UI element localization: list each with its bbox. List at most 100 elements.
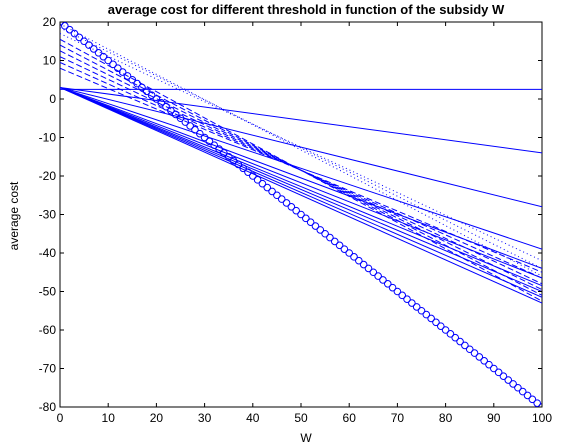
data-point (436, 322, 445, 330)
data-point (340, 245, 349, 253)
x-tick-label: 50 (294, 411, 308, 425)
data-point (350, 253, 358, 261)
data-point (176, 114, 185, 123)
x-tick-label: 0 (57, 411, 64, 425)
data-point (85, 41, 93, 49)
data-point (70, 29, 79, 38)
data-point (234, 160, 243, 169)
data-point (147, 91, 156, 99)
data-point (499, 372, 508, 381)
data-point (99, 52, 108, 61)
series-line (60, 86, 542, 298)
data-point (104, 56, 112, 65)
y-tick-label: 10 (43, 54, 57, 68)
axes-box (59, 21, 543, 408)
data-point (335, 241, 344, 250)
x-tick-label: 100 (532, 411, 552, 425)
data-point (186, 122, 194, 130)
data-point (422, 310, 431, 319)
data-point (61, 22, 69, 30)
data-point (509, 380, 517, 388)
series-line (60, 27, 542, 269)
data-point (388, 283, 397, 292)
data-point (379, 276, 387, 284)
data-point (359, 260, 368, 269)
x-tick-label: 30 (198, 411, 212, 425)
data-point (417, 306, 426, 315)
data-point (94, 49, 103, 57)
data-point (485, 360, 493, 369)
data-point (523, 391, 532, 400)
data-point (297, 210, 305, 219)
data-point (162, 102, 170, 111)
data-point (249, 172, 257, 180)
y-tick-label: 0 (49, 92, 56, 106)
data-point (128, 75, 137, 84)
data-point (263, 183, 272, 192)
data-point (306, 218, 315, 226)
series-line (60, 86, 542, 287)
data-point (109, 60, 117, 69)
series-line (60, 86, 542, 292)
y-tick-label: -60 (39, 323, 57, 337)
data-point (311, 222, 320, 230)
data-point (403, 295, 411, 304)
y-tick-label: -20 (39, 169, 57, 183)
data-point (518, 387, 527, 396)
data-point (123, 72, 132, 80)
data-point (432, 318, 440, 327)
data-point (118, 68, 127, 76)
y-tick-label: 20 (43, 15, 57, 29)
data-point (330, 237, 339, 246)
data-point (258, 179, 267, 188)
data-point (446, 330, 455, 338)
data-point (408, 299, 416, 307)
data-point (273, 191, 281, 200)
data-point (465, 345, 474, 354)
data-point (215, 145, 223, 153)
data-point (89, 45, 98, 53)
data-point (114, 64, 122, 72)
data-point (514, 383, 522, 392)
data-point (490, 364, 498, 373)
x-tick-label: 90 (487, 411, 501, 425)
data-point (528, 395, 537, 404)
data-point (191, 126, 199, 134)
data-point (393, 287, 402, 296)
data-point (494, 368, 503, 377)
data-point (65, 25, 74, 34)
data-point (200, 133, 209, 142)
data-point (181, 118, 190, 126)
data-point (316, 226, 325, 234)
y-axis-label: average cost (7, 181, 21, 250)
data-point (80, 37, 88, 46)
data-point (456, 337, 464, 346)
series-markers (60, 22, 542, 407)
data-point (75, 33, 84, 42)
x-tick-label: 70 (391, 411, 405, 425)
data-point (253, 176, 262, 184)
data-point (277, 195, 286, 203)
data-point (398, 291, 407, 300)
x-tick-label: 10 (102, 411, 116, 425)
data-point (138, 83, 146, 92)
data-point (167, 106, 175, 115)
data-point (475, 353, 484, 361)
data-point (369, 268, 378, 277)
data-point (205, 137, 214, 146)
data-point (142, 87, 151, 96)
data-point (326, 233, 334, 242)
series-line (60, 86, 542, 154)
x-tick-label: 20 (150, 411, 164, 425)
y-tick-label: -10 (39, 131, 57, 145)
data-point (374, 272, 382, 280)
y-tick-label: -30 (39, 208, 57, 222)
plot-area (60, 22, 542, 407)
data-point (210, 141, 219, 149)
x-tick-label: 40 (246, 411, 260, 425)
series-line (60, 86, 542, 208)
data-point (321, 229, 329, 238)
data-point (244, 168, 252, 176)
data-point (152, 95, 161, 103)
